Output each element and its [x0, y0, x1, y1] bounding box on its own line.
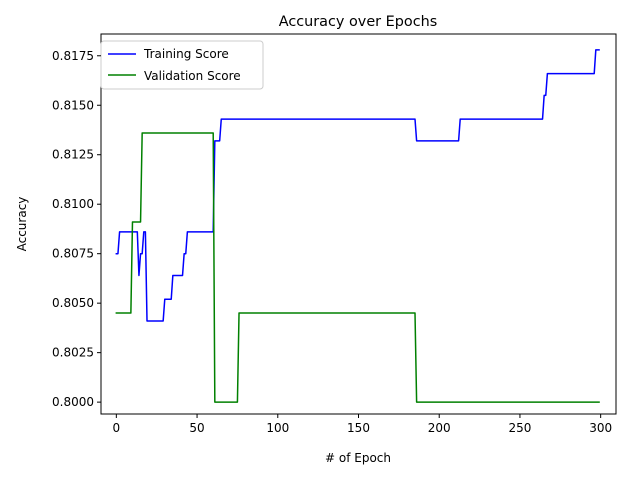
chart-title: Accuracy over Epochs	[279, 14, 438, 30]
y-tick-label: 0.8150	[52, 98, 94, 112]
y-tick-label: 0.8175	[52, 49, 94, 63]
x-axis-label: # of Epoch	[325, 451, 391, 465]
x-tick-label: 300	[589, 421, 612, 435]
y-axis-label: Accuracy	[15, 197, 29, 252]
series-line-validation-score	[115, 132, 600, 403]
y-tick-label: 0.8075	[52, 247, 94, 261]
legend: Training Score Validation Score	[100, 40, 264, 90]
x-tick-label: 0	[113, 421, 121, 435]
legend-label-validation: Validation Score	[144, 69, 241, 83]
x-tick-label: 200	[428, 421, 451, 435]
legend-label-training: Training Score	[143, 47, 229, 61]
legend-box	[100, 40, 264, 90]
x-tick-label: 50	[189, 421, 204, 435]
y-tick-label: 0.8000	[52, 395, 94, 409]
y-tick-label: 0.8100	[52, 197, 94, 211]
x-tick-label: 100	[266, 421, 289, 435]
x-tick-label: 150	[347, 421, 370, 435]
x-tick-label: 250	[508, 421, 531, 435]
y-tick-label: 0.8125	[52, 148, 94, 162]
y-tick-label: 0.8025	[52, 346, 94, 360]
y-tick-label: 0.8050	[52, 296, 94, 310]
plot-area	[115, 49, 600, 403]
series-line-training-score	[115, 49, 600, 322]
